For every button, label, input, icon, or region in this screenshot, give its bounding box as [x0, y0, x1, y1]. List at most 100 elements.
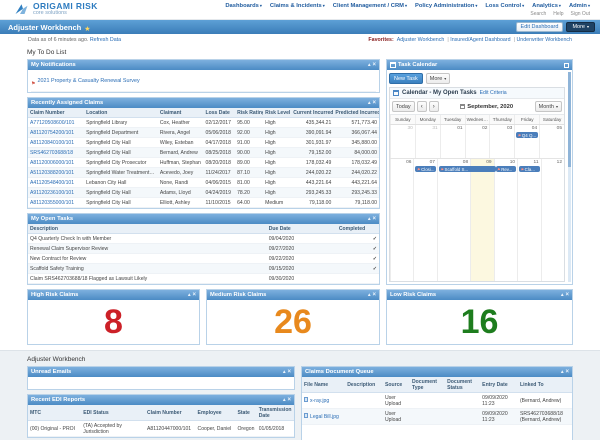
calendar-day-cell[interactable]: 30 [390, 125, 415, 158]
new-task-button[interactable]: New Task [389, 73, 423, 84]
cell-link[interactable]: A81120840100/101 [30, 139, 75, 146]
column-header[interactable]: Due Date [266, 224, 337, 234]
column-header[interactable]: EDI Status [81, 405, 146, 421]
collapse-icon[interactable] [188, 293, 191, 298]
edit-dashboard-button[interactable]: Edit Dashboard [515, 22, 564, 32]
column-header[interactable]: Document Status [445, 377, 481, 393]
list-item[interactable]: 2021 Property & Casualty Renewal Survey [31, 72, 376, 92]
column-header[interactable]: Description [345, 377, 383, 393]
signout-link[interactable]: Sign Out [570, 10, 590, 17]
refresh-data-link[interactable]: Refresh Data [89, 37, 122, 43]
calendar-event[interactable]: Rev... [495, 166, 517, 172]
table-row[interactable]: Renewal Claim Supervisor Review 09/27/202… [28, 243, 379, 254]
column-header[interactable]: Risk Level [263, 108, 292, 118]
table-row[interactable]: SRS462703688/18 Springfield City Hall Bern… [28, 147, 379, 158]
table-row[interactable]: Q4 Quarterly Check In with Member 09/04/2… [28, 233, 379, 244]
column-header[interactable]: Document Type [409, 377, 446, 393]
cell-link[interactable]: SRS462703688/18 [30, 149, 74, 156]
calendar-day-cell[interactable]: 03 [489, 125, 514, 158]
search-link[interactable]: Search [530, 10, 547, 17]
brand[interactable]: ORIGAMI RISK core solutions [14, 2, 98, 17]
view-select[interactable]: Month [534, 101, 562, 112]
table-row[interactable]: Claim SRS462703688/18 Flagged as Lawsuit… [28, 273, 379, 284]
column-header[interactable]: Location [84, 108, 158, 118]
calendar-day-cell[interactable]: 07 Closi... [413, 159, 436, 281]
cell-link[interactable]: A81120006000/101 [30, 159, 75, 166]
nav-item-client-management[interactable]: Client Management / CRM [333, 3, 407, 9]
help-link[interactable]: Help [553, 10, 564, 17]
collapse-icon[interactable] [283, 370, 286, 375]
cell-link[interactable]: Legal Bill.jpg [310, 414, 339, 420]
nav-item-claims-incidents[interactable]: Claims & Incidents [270, 3, 325, 9]
popout-icon[interactable] [564, 62, 569, 68]
column-header[interactable]: Source [382, 377, 410, 393]
column-header[interactable]: Claimant [157, 108, 204, 118]
scrollbar[interactable] [568, 72, 571, 282]
high-risk-count[interactable]: 8 [104, 302, 123, 341]
prev-month-button[interactable] [416, 101, 427, 112]
favorite-link-insured-agent[interactable]: Insured/Agent Dashboard [447, 37, 510, 43]
cell-link[interactable]: A81120754200/101 [30, 129, 75, 136]
calendar-event[interactable]: Scaffold S... [438, 166, 497, 172]
medium-risk-count[interactable]: 26 [274, 302, 312, 341]
cell-link[interactable]: A51120388200/101 [30, 169, 75, 176]
column-header[interactable]: Description [28, 224, 267, 234]
column-header[interactable]: Employee [195, 405, 236, 421]
notification-link[interactable]: 2021 Property & Casualty Renewal Survey [37, 78, 140, 84]
collapse-icon[interactable] [368, 63, 371, 68]
calendar-day-cell[interactable]: 08 Scaffold S... [436, 159, 497, 281]
column-header[interactable]: Risk Rating [235, 108, 264, 118]
collapse-icon[interactable] [368, 217, 371, 222]
today-button[interactable]: Today [392, 101, 415, 112]
nav-item-loss-control[interactable]: Loss Control [485, 3, 524, 9]
edit-criteria-link[interactable]: Edit Criteria [479, 90, 507, 96]
column-header[interactable]: Current Incurred [291, 108, 334, 118]
calendar-event[interactable]: Closi... [415, 166, 436, 172]
column-header[interactable]: State [235, 405, 257, 421]
calendar-day-cell-today[interactable]: 09 New... [470, 159, 494, 281]
collapse-icon[interactable] [561, 370, 564, 375]
table-row[interactable]: A81120840100/101 Springfield City Hall Wil… [28, 137, 379, 148]
calendar-day-cell[interactable]: 01 [439, 125, 465, 158]
close-icon[interactable] [372, 62, 376, 68]
next-month-button[interactable] [428, 101, 439, 112]
calendar-day-cell[interactable]: 04 Q4 Q... [514, 125, 539, 158]
calendar-day-cell[interactable]: 02 [464, 125, 490, 158]
cell-link[interactable]: A77120508600/101 [30, 119, 75, 126]
table-row[interactable]: A91120236100/101 Springfield City Hall Ada… [28, 187, 379, 198]
close-icon[interactable] [287, 369, 291, 375]
calendar-event[interactable]: Q4 Q... [516, 132, 539, 138]
nav-item-analytics[interactable]: Analytics [532, 3, 561, 9]
table-row[interactable]: (00) Original - PROI (TA) Accepted by Jur… [28, 420, 294, 437]
calendar-day-cell[interactable]: 06 [390, 159, 413, 281]
column-header[interactable]: Completed [336, 224, 379, 234]
collapse-icon[interactable] [368, 293, 371, 298]
table-row[interactable]: A51120388200/101 Springfield Water Treatm… [28, 167, 379, 178]
table-row[interactable]: New Contract for Review 09/22/2020 ✓ [28, 253, 379, 264]
calendar-event[interactable]: Cla... [519, 166, 540, 172]
table-row[interactable]: Legal Bill.jpg User Upload 09/09/2020 11:2… [302, 408, 572, 425]
close-icon[interactable] [192, 292, 196, 298]
cell-link[interactable]: x-ray.jpg [310, 398, 330, 404]
column-header[interactable]: Entry Date [480, 377, 518, 393]
favorite-link-adjuster-workbench[interactable]: Adjuster Workbench [396, 37, 445, 43]
nav-item-dashboards[interactable]: Dashboards [225, 3, 262, 9]
column-header[interactable]: Predicted Incurred [333, 108, 379, 118]
calendar-day-cell[interactable]: 11 Cla... [517, 159, 540, 281]
cell-link[interactable]: A91120236100/101 [30, 189, 75, 196]
collapse-icon[interactable] [283, 398, 286, 403]
table-row[interactable]: Scaffold Safety Training 09/15/2020 ✓ [28, 263, 379, 274]
calendar-more-button[interactable]: More [425, 73, 451, 84]
table-row[interactable]: A81120754200/101 Springfield Department Ri… [28, 127, 379, 138]
close-icon[interactable] [372, 100, 376, 106]
close-icon[interactable] [565, 369, 569, 375]
column-header[interactable]: Loss Date [203, 108, 236, 118]
nav-item-admin[interactable]: Admin [569, 3, 590, 9]
close-icon[interactable] [372, 292, 376, 298]
close-icon[interactable] [372, 216, 376, 222]
column-header[interactable]: Claim Number [28, 108, 85, 118]
favorite-link-underwriter[interactable]: Underwriter Workbench [514, 37, 572, 43]
column-header[interactable]: MTC [28, 405, 82, 421]
table-row[interactable]: A41120548400/101 Lebanon City Hall None, R… [28, 177, 379, 188]
collapse-icon[interactable] [561, 293, 564, 298]
